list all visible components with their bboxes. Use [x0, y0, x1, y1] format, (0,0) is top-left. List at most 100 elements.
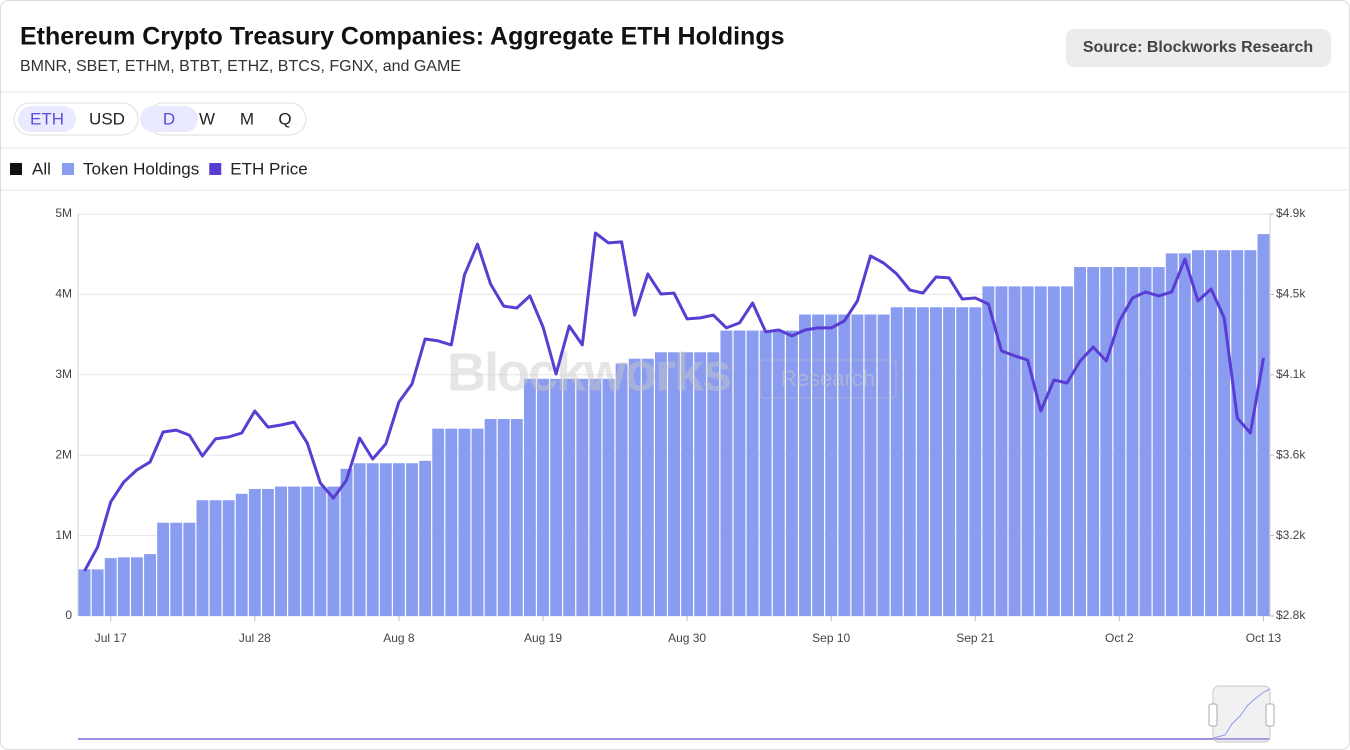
navigator-handle[interactable] [1208, 703, 1218, 727]
toggle-option[interactable]: M [240, 109, 254, 128]
bar [523, 378, 536, 616]
bar [812, 314, 825, 616]
subtitle: BMNR, SBET, ETHM, BTBT, ETHZ, BTCS, FGNX… [20, 58, 461, 75]
x-tick-label: Oct 2 [1105, 631, 1134, 645]
source-badge[interactable] [1066, 29, 1331, 67]
bar [1021, 286, 1034, 616]
bar [196, 500, 209, 616]
bar [392, 463, 405, 616]
bar [668, 352, 680, 616]
bar [222, 500, 235, 616]
bar [445, 428, 458, 616]
bar [1100, 267, 1113, 616]
bar [91, 569, 104, 616]
bar [340, 468, 353, 616]
bar [406, 463, 418, 616]
bar [261, 488, 274, 616]
bar [654, 352, 667, 616]
bar [366, 463, 379, 616]
watermark: Blockworks [447, 342, 730, 402]
bar [235, 493, 248, 616]
bar [864, 314, 877, 616]
bar [157, 522, 170, 616]
bar [1113, 267, 1126, 616]
bar [497, 419, 510, 616]
bar [78, 569, 91, 616]
bar [1231, 250, 1244, 616]
bar [130, 557, 143, 616]
bar [1218, 250, 1231, 616]
bar [471, 428, 484, 616]
toggle-option[interactable]: ETH [30, 109, 64, 128]
toggle-option[interactable]: D [163, 109, 175, 128]
bar [995, 286, 1008, 616]
bar [288, 486, 301, 616]
bar [1074, 267, 1087, 616]
bar [628, 358, 641, 616]
toggle-option[interactable]: Q [278, 109, 291, 128]
y2-tick-label: $4.1k [1276, 367, 1306, 381]
bar [759, 330, 772, 616]
bar [550, 378, 563, 616]
y-tick-label: 0 [65, 608, 72, 622]
bar [746, 330, 759, 616]
source-text: Source: Blockworks Research [1083, 39, 1313, 56]
watermark: Research [781, 366, 875, 391]
bar [930, 307, 942, 616]
bar [432, 428, 445, 616]
x-tick-label: Aug 30 [668, 631, 706, 645]
bar [916, 307, 929, 616]
bar [1087, 267, 1100, 616]
bar [419, 460, 432, 616]
bar [117, 557, 130, 616]
bar [956, 307, 969, 616]
toggle-selected [18, 106, 76, 132]
bar [1047, 286, 1060, 616]
bar [707, 352, 720, 616]
bar [1139, 267, 1152, 616]
bar [183, 522, 196, 616]
bar [1257, 234, 1270, 616]
navigator-mini [1212, 688, 1271, 739]
bar [327, 486, 340, 616]
legend-label: Token Holdings [83, 159, 199, 178]
bar [484, 419, 497, 616]
navigator-handle[interactable] [1265, 703, 1275, 727]
legend-swatch [62, 163, 74, 175]
bar [851, 314, 864, 616]
x-tick-label: Aug 8 [383, 631, 415, 645]
bar [1034, 286, 1047, 616]
bar [733, 330, 746, 616]
y-tick-label: 4M [55, 287, 72, 301]
bar [969, 307, 982, 616]
y-tick-label: 3M [55, 367, 72, 381]
bar [982, 286, 995, 616]
y-tick-label: 5M [55, 206, 72, 220]
bar [209, 500, 222, 616]
bar [104, 558, 117, 616]
watermark-box [759, 359, 897, 399]
bar [641, 358, 654, 616]
legend-label: ETH Price [230, 159, 307, 178]
bar [602, 378, 615, 616]
x-tick-label: Jul 17 [95, 631, 127, 645]
bar [943, 307, 956, 616]
y2-tick-label: $3.2k [1276, 528, 1306, 542]
y2-tick-label: $3.6k [1276, 447, 1306, 461]
bar [825, 314, 838, 616]
bar [1061, 286, 1073, 616]
toggle-option[interactable]: USD [89, 109, 125, 128]
bar [510, 419, 523, 616]
bar [301, 486, 314, 616]
bar [681, 352, 694, 616]
bar [615, 363, 628, 616]
bar [1178, 253, 1191, 616]
toggle-selected [140, 106, 198, 132]
toggle-option[interactable]: W [199, 109, 215, 128]
x-tick-label: Aug 19 [524, 631, 562, 645]
bar [144, 554, 156, 616]
legend-swatch [10, 163, 22, 175]
bar [903, 307, 916, 616]
bar [890, 307, 903, 616]
